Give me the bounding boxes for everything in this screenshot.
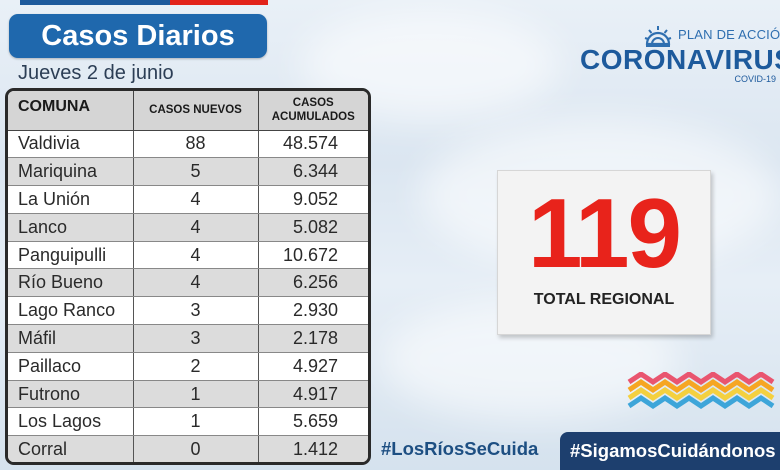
table-row: Futrono 1 4.917 — [8, 380, 368, 409]
cell-nuevos: 4 — [133, 241, 259, 270]
cell-comuna: Futrono — [8, 380, 134, 409]
cell-acumulados: 2.178 — [258, 324, 368, 353]
hashtag-losrios: #LosRíosSeCuida — [381, 438, 539, 459]
table-row: Valdivia 88 48.574 — [8, 130, 368, 159]
table-row: Lanco 4 5.082 — [8, 213, 368, 242]
cell-nuevos: 4 — [133, 268, 259, 298]
date-label: Jueves 2 de junio — [18, 62, 174, 84]
header-acumulados-line1: CASOS — [292, 97, 334, 110]
header-casos-acumulados: CASOS ACUMULADOS — [258, 91, 368, 131]
cell-nuevos: 4 — [133, 185, 259, 214]
logo-plan-text: PLAN DE ACCIÓN — [678, 27, 780, 42]
cell-comuna: Lanco — [8, 213, 134, 242]
logo-main-text: CORONAVIRUS — [580, 44, 780, 75]
cell-nuevos: 3 — [133, 296, 259, 326]
table-row: Panguipulli 4 10.672 — [8, 241, 368, 270]
cell-acumulados: 10.672 — [258, 241, 368, 270]
table-header-row: COMUNA CASOS NUEVOS CASOS ACUMULADOS — [8, 91, 368, 131]
page-title-text: Casos Diarios — [41, 19, 235, 52]
cell-acumulados: 4.917 — [258, 380, 368, 409]
total-value: 119 — [527, 178, 682, 288]
cell-comuna: Valdivia — [8, 130, 134, 159]
header-casos-nuevos: CASOS NUEVOS — [133, 91, 259, 131]
table-row: Máfil 3 2.178 — [8, 324, 368, 353]
cell-acumulados: 5.082 — [258, 213, 368, 242]
cell-nuevos: 2 — [133, 352, 259, 381]
cell-nuevos: 1 — [133, 380, 259, 409]
cell-acumulados: 1.412 — [258, 435, 368, 462]
cell-acumulados: 5.659 — [258, 407, 368, 437]
cell-comuna: Corral — [8, 435, 134, 462]
table-row: Lago Ranco 3 2.930 — [8, 296, 368, 326]
cell-acumulados: 6.344 — [258, 157, 368, 187]
cell-comuna: Mariquina — [8, 157, 134, 187]
table-row: Los Lagos 1 5.659 — [8, 407, 368, 437]
cell-comuna: Máfil — [8, 324, 134, 353]
cell-acumulados: 48.574 — [258, 130, 368, 159]
table-row: Paillaco 2 4.927 — [8, 352, 368, 381]
cases-table: COMUNA CASOS NUEVOS CASOS ACUMULADOS Val… — [5, 88, 371, 465]
cell-comuna: Paillaco — [8, 352, 134, 381]
cell-acumulados: 4.927 — [258, 352, 368, 381]
cell-acumulados: 9.052 — [258, 185, 368, 214]
table-row: Río Bueno 4 6.256 — [8, 268, 368, 298]
cell-nuevos: 88 — [133, 130, 259, 159]
table-row: La Unión 4 9.052 — [8, 185, 368, 214]
table-row: Corral 0 1.412 — [8, 435, 368, 462]
cell-comuna: Río Bueno — [8, 268, 134, 298]
table-row: Mariquina 5 6.344 — [8, 157, 368, 187]
cell-nuevos: 1 — [133, 407, 259, 437]
header-comuna: COMUNA — [8, 91, 134, 131]
total-regional-card: 119 TOTAL REGIONAL — [497, 170, 711, 335]
coronavirus-plan-logo: PLAN DE ACCIÓN CORONAVIRUS COVID-19 — [578, 22, 780, 88]
cell-nuevos: 5 — [133, 157, 259, 187]
page-title: Casos Diarios — [9, 14, 267, 58]
cell-nuevos: 3 — [133, 324, 259, 353]
cell-comuna: Los Lagos — [8, 407, 134, 437]
cell-comuna: La Unión — [8, 185, 134, 214]
sunrise-icon — [644, 26, 672, 47]
hashtag-sigamos: #SigamosCuidándonos — [570, 440, 776, 461]
top-stripe — [20, 0, 268, 5]
cell-acumulados: 6.256 — [258, 268, 368, 298]
header-acumulados-line2: ACUMULADOS — [271, 111, 355, 124]
cell-nuevos: 0 — [133, 435, 259, 462]
hashtag-banner: #SigamosCuidándonos — [560, 432, 780, 470]
logo-sub-text: COVID-19 — [734, 74, 776, 84]
rainbow-waves-icon — [627, 372, 775, 410]
cell-acumulados: 2.930 — [258, 296, 368, 326]
cell-comuna: Lago Ranco — [8, 296, 134, 326]
cell-comuna: Panguipulli — [8, 241, 134, 270]
total-label: TOTAL REGIONAL — [533, 291, 675, 308]
cell-nuevos: 4 — [133, 213, 259, 242]
